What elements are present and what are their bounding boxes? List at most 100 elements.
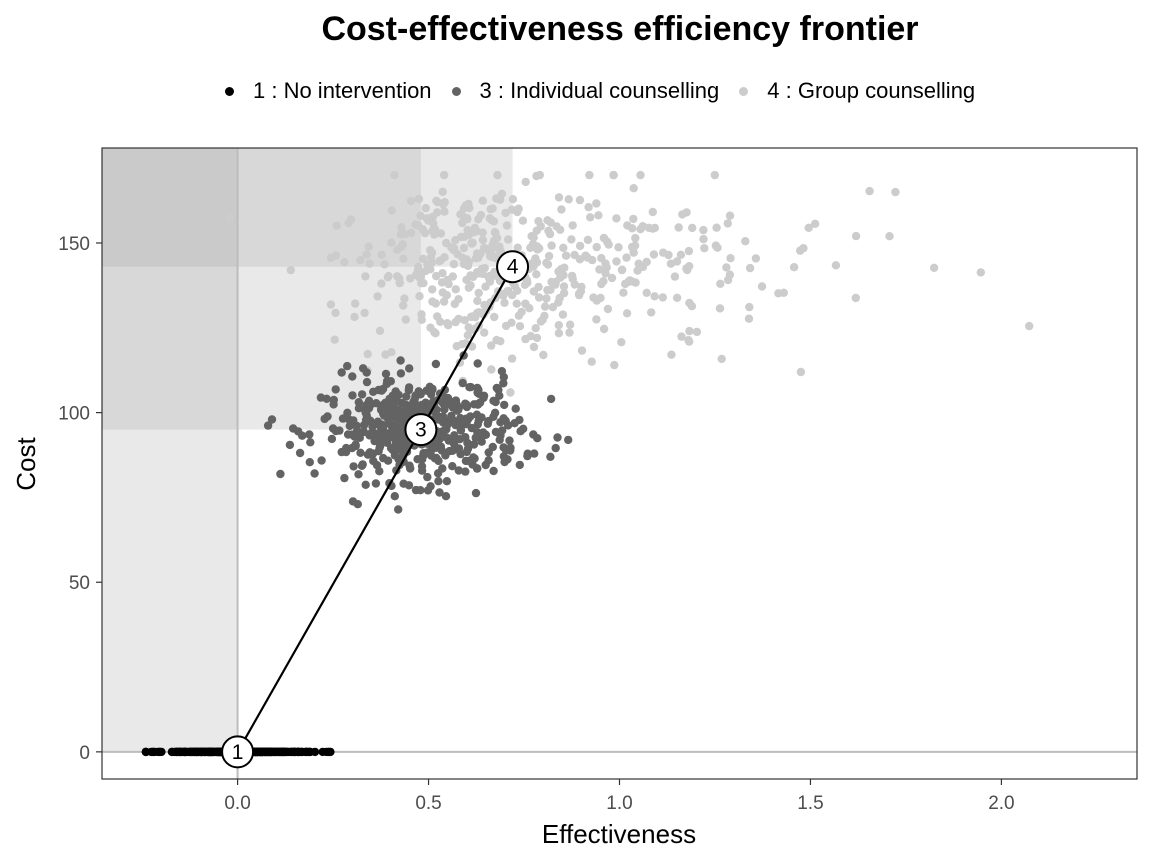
data-point <box>499 414 508 423</box>
data-point <box>530 449 539 458</box>
data-point <box>599 324 609 334</box>
data-point <box>559 288 569 298</box>
data-point <box>559 271 568 280</box>
data-point <box>440 198 449 207</box>
data-point <box>540 311 549 321</box>
data-point <box>456 418 465 427</box>
data-point <box>570 280 579 289</box>
data-point <box>368 449 378 458</box>
data-point <box>891 187 900 197</box>
data-point <box>443 393 453 403</box>
data-point <box>649 250 659 259</box>
data-point <box>457 340 467 349</box>
data-point <box>423 260 432 269</box>
data-point <box>442 291 451 300</box>
data-point <box>462 255 471 264</box>
data-point <box>432 405 441 414</box>
data-point <box>617 338 626 347</box>
data-point <box>464 231 473 240</box>
data-point <box>585 170 594 180</box>
data-point <box>534 293 544 302</box>
data-point <box>383 456 393 465</box>
data-point <box>442 421 452 430</box>
data-point <box>392 443 402 453</box>
data-point <box>429 219 438 228</box>
data-point <box>489 396 498 405</box>
data-point <box>648 207 657 217</box>
strategy-label-3: 3 <box>415 419 427 442</box>
data-point <box>177 747 186 757</box>
data-point <box>322 747 331 757</box>
data-point <box>505 436 514 445</box>
data-point <box>436 229 446 238</box>
data-point <box>499 452 508 461</box>
data-point <box>456 232 466 242</box>
data-point <box>534 282 543 292</box>
data-point <box>399 301 408 310</box>
data-point <box>685 262 694 271</box>
data-point <box>587 357 596 366</box>
data-point <box>554 329 564 338</box>
data-point <box>521 299 530 308</box>
data-point <box>354 470 363 479</box>
data-point <box>751 254 761 263</box>
data-point <box>577 282 586 292</box>
data-point <box>416 211 425 220</box>
data-point <box>557 205 566 214</box>
data-point <box>583 235 593 245</box>
data-point <box>929 263 939 272</box>
data-point <box>435 488 444 497</box>
data-point <box>411 220 420 229</box>
data-point <box>542 258 551 267</box>
data-point <box>490 312 499 322</box>
data-point <box>592 242 601 252</box>
data-point <box>685 298 694 308</box>
data-point <box>471 433 480 442</box>
data-point <box>725 211 735 220</box>
data-point <box>515 460 524 470</box>
data-point <box>450 299 459 309</box>
data-point <box>464 283 473 292</box>
data-point <box>544 251 554 261</box>
data-point <box>326 253 336 262</box>
data-point <box>799 244 808 253</box>
data-point <box>389 426 399 435</box>
data-point <box>723 219 732 228</box>
data-point <box>633 266 642 275</box>
data-point <box>203 747 212 757</box>
data-point <box>547 241 556 250</box>
data-point <box>438 464 447 473</box>
strategy-label-1: 1 <box>232 741 244 764</box>
data-point <box>478 235 488 245</box>
data-point <box>451 285 460 294</box>
data-point <box>551 443 560 453</box>
data-point <box>286 265 295 275</box>
data-point <box>480 328 489 337</box>
data-point <box>387 238 396 247</box>
data-point <box>262 747 271 757</box>
y-axis-label: Cost <box>11 436 41 490</box>
data-point <box>614 243 623 252</box>
data-point <box>289 424 298 433</box>
data-point <box>885 232 894 241</box>
data-point <box>343 361 352 371</box>
data-point <box>502 221 512 230</box>
data-point <box>386 377 395 386</box>
data-point <box>316 393 326 402</box>
data-point <box>831 261 841 270</box>
data-point <box>716 279 725 288</box>
data-point <box>406 228 416 238</box>
data-point <box>438 399 448 408</box>
data-point <box>583 253 592 262</box>
data-point <box>267 415 277 424</box>
data-point <box>464 456 474 466</box>
data-point <box>434 477 443 486</box>
data-point <box>463 331 473 340</box>
x-tick-label: 0.0 <box>224 793 250 814</box>
data-point <box>351 299 360 308</box>
data-point <box>361 272 370 281</box>
data-point <box>358 364 368 373</box>
data-point <box>295 448 305 458</box>
chart-title: Cost-effectiveness efficiency frontier <box>321 10 919 48</box>
